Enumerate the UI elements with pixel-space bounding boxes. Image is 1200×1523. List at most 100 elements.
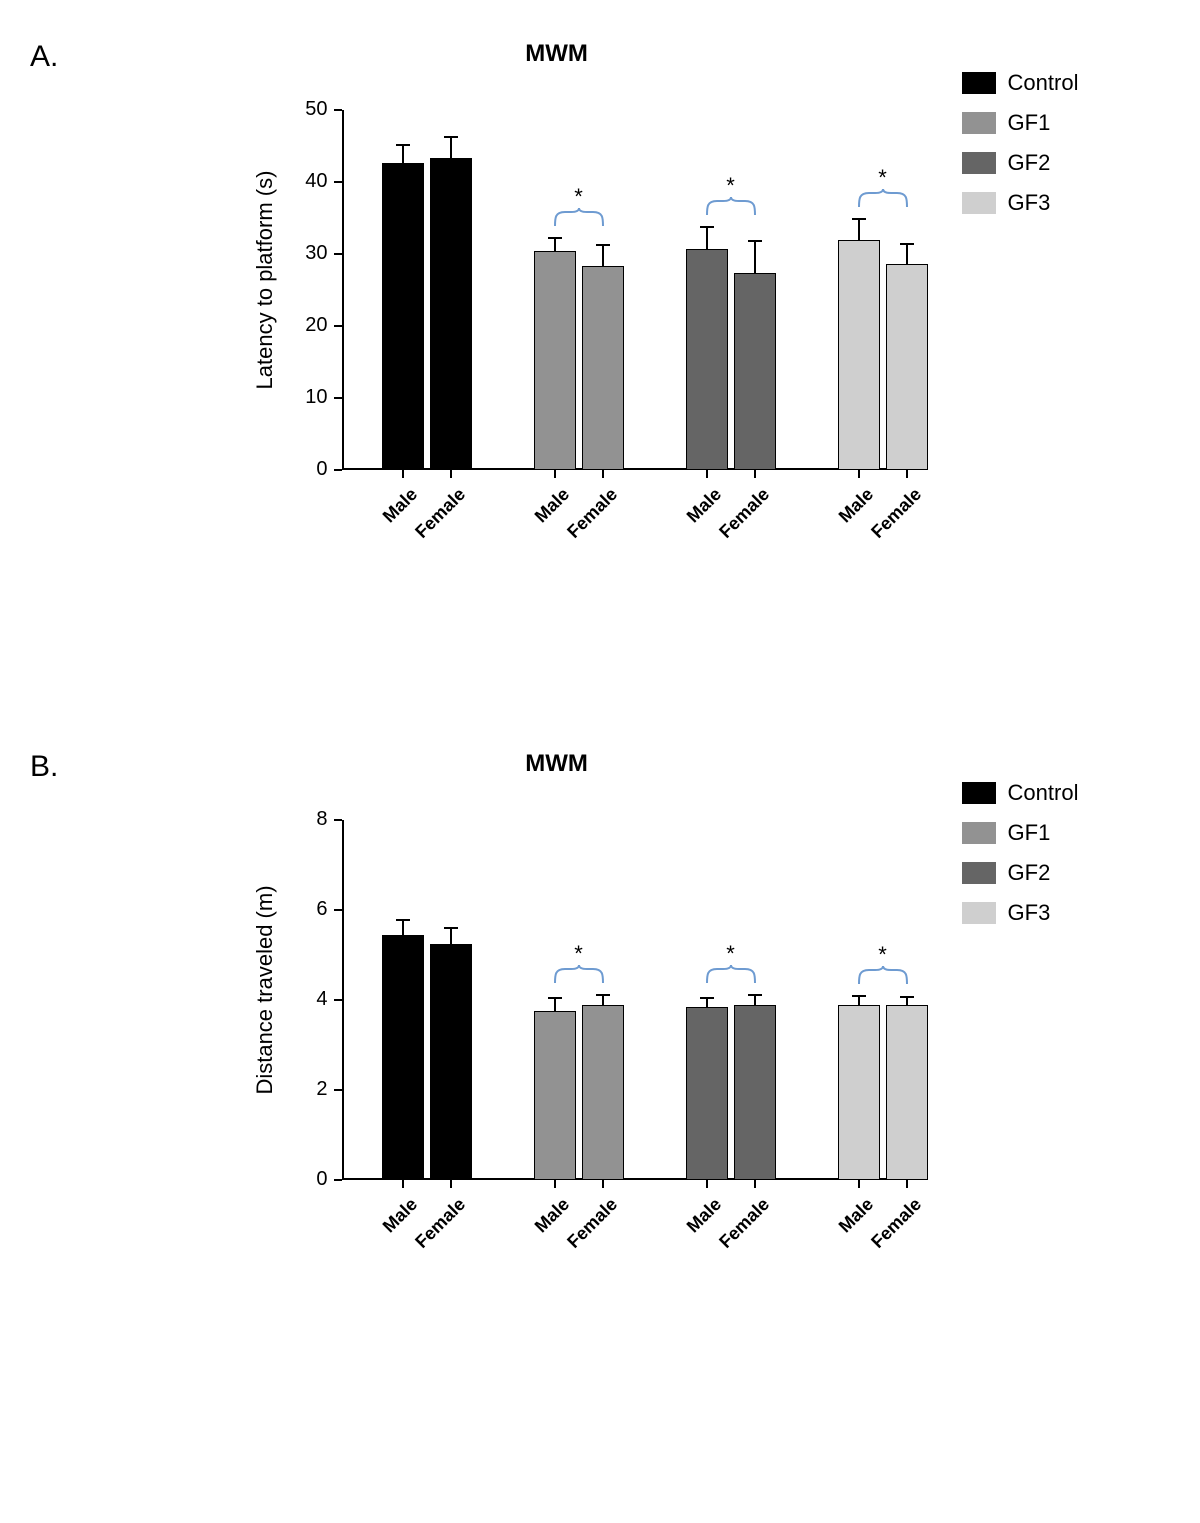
y-tick-label: 8	[278, 808, 328, 831]
y-tick-label: 6	[278, 898, 328, 921]
error-bar	[554, 998, 556, 1012]
x-category-label: Male	[378, 1194, 421, 1237]
y-tick	[334, 397, 342, 399]
error-bar-cap	[748, 994, 762, 996]
error-bar	[858, 219, 860, 239]
error-bar-cap	[900, 243, 914, 245]
error-bar-cap	[852, 218, 866, 220]
x-tick	[858, 1180, 860, 1188]
error-bar	[602, 995, 604, 1005]
x-tick	[402, 1180, 404, 1188]
y-tick-label: 30	[278, 242, 328, 265]
legend: ControlGF1GF2GF3	[962, 780, 1079, 940]
error-bar-cap	[444, 136, 458, 138]
legend-label: GF3	[1008, 900, 1051, 926]
significance-star: *	[574, 941, 583, 967]
legend-label: Control	[1008, 780, 1079, 806]
error-bar	[554, 238, 556, 251]
x-category-label: Male	[530, 484, 573, 527]
error-bar	[706, 998, 708, 1007]
x-category-label: Female	[563, 484, 622, 543]
error-bar	[402, 920, 404, 934]
x-tick	[450, 470, 452, 478]
y-tick-label: 4	[278, 988, 328, 1011]
bar	[534, 1011, 576, 1180]
legend-item: GF3	[962, 190, 1079, 216]
x-tick	[906, 1180, 908, 1188]
bar	[734, 1005, 776, 1181]
error-bar-cap	[900, 996, 914, 998]
chart-wrap: MWM***02468Distance traveled (m)MaleFema…	[60, 750, 1160, 1310]
x-category-label: Male	[834, 1194, 877, 1237]
legend-swatch	[962, 72, 996, 94]
legend-swatch	[962, 902, 996, 924]
bar	[734, 273, 776, 470]
y-tick	[334, 819, 342, 821]
x-category-label: Female	[411, 1194, 470, 1253]
bar	[886, 1005, 928, 1181]
error-bar-cap	[396, 144, 410, 146]
page: A.MWM***01020304050Latency to platform (…	[0, 0, 1200, 1523]
significance-star: *	[726, 941, 735, 967]
y-tick	[334, 1179, 342, 1181]
error-bar	[602, 245, 604, 267]
x-tick	[602, 1180, 604, 1188]
x-tick	[858, 470, 860, 478]
legend-swatch	[962, 152, 996, 174]
x-category-label: Female	[867, 1194, 926, 1253]
x-category-label: Female	[411, 484, 470, 543]
panel-letter: A.	[30, 40, 58, 74]
x-tick	[706, 1180, 708, 1188]
error-bar-cap	[700, 226, 714, 228]
legend-item: GF3	[962, 900, 1079, 926]
error-bar	[906, 997, 908, 1004]
error-bar-cap	[748, 240, 762, 242]
error-bar	[706, 227, 708, 249]
panel-a: A.MWM***01020304050Latency to platform (…	[60, 40, 1160, 680]
x-tick	[554, 1180, 556, 1188]
y-tick-label: 0	[278, 1168, 328, 1191]
error-bar	[450, 137, 452, 157]
panel-letter: B.	[30, 750, 58, 784]
y-axis-label: Distance traveled (m)	[252, 860, 278, 1120]
x-category-label: Male	[682, 484, 725, 527]
x-category-label: Male	[378, 484, 421, 527]
error-bar	[858, 996, 860, 1004]
bar	[582, 266, 624, 470]
significance-star: *	[878, 165, 887, 191]
y-tick	[334, 325, 342, 327]
significance-bracket	[342, 189, 902, 209]
x-tick	[706, 470, 708, 478]
x-tick	[602, 470, 604, 478]
y-tick-label: 2	[278, 1078, 328, 1101]
bar-chart: MWM***02468Distance traveled (m)MaleFema…	[212, 750, 922, 1310]
bar	[886, 264, 928, 470]
error-bar-cap	[596, 244, 610, 246]
y-axis	[342, 110, 344, 470]
legend: ControlGF1GF2GF3	[962, 70, 1079, 230]
legend-item: GF2	[962, 150, 1079, 176]
error-bar-cap	[700, 997, 714, 999]
legend-item: Control	[962, 70, 1079, 96]
legend-label: GF3	[1008, 190, 1051, 216]
y-tick-label: 20	[278, 314, 328, 337]
x-tick	[450, 1180, 452, 1188]
legend-label: GF2	[1008, 860, 1051, 886]
bar	[686, 249, 728, 470]
x-category-label: Male	[530, 1194, 573, 1237]
x-tick	[906, 470, 908, 478]
error-bar	[754, 995, 756, 1005]
panel-b: B.MWM***02468Distance traveled (m)MaleFe…	[60, 750, 1160, 1390]
x-category-label: Male	[834, 484, 877, 527]
y-tick	[334, 253, 342, 255]
y-tick-label: 50	[278, 98, 328, 121]
error-bar-cap	[396, 919, 410, 921]
x-category-label: Female	[867, 484, 926, 543]
y-axis-label: Latency to platform (s)	[252, 150, 278, 410]
plot-area: ***	[342, 110, 902, 470]
x-tick	[754, 470, 756, 478]
x-category-label: Female	[715, 1194, 774, 1253]
plot-area: ***	[342, 820, 902, 1180]
bar	[838, 1005, 880, 1181]
error-bar-cap	[548, 997, 562, 999]
